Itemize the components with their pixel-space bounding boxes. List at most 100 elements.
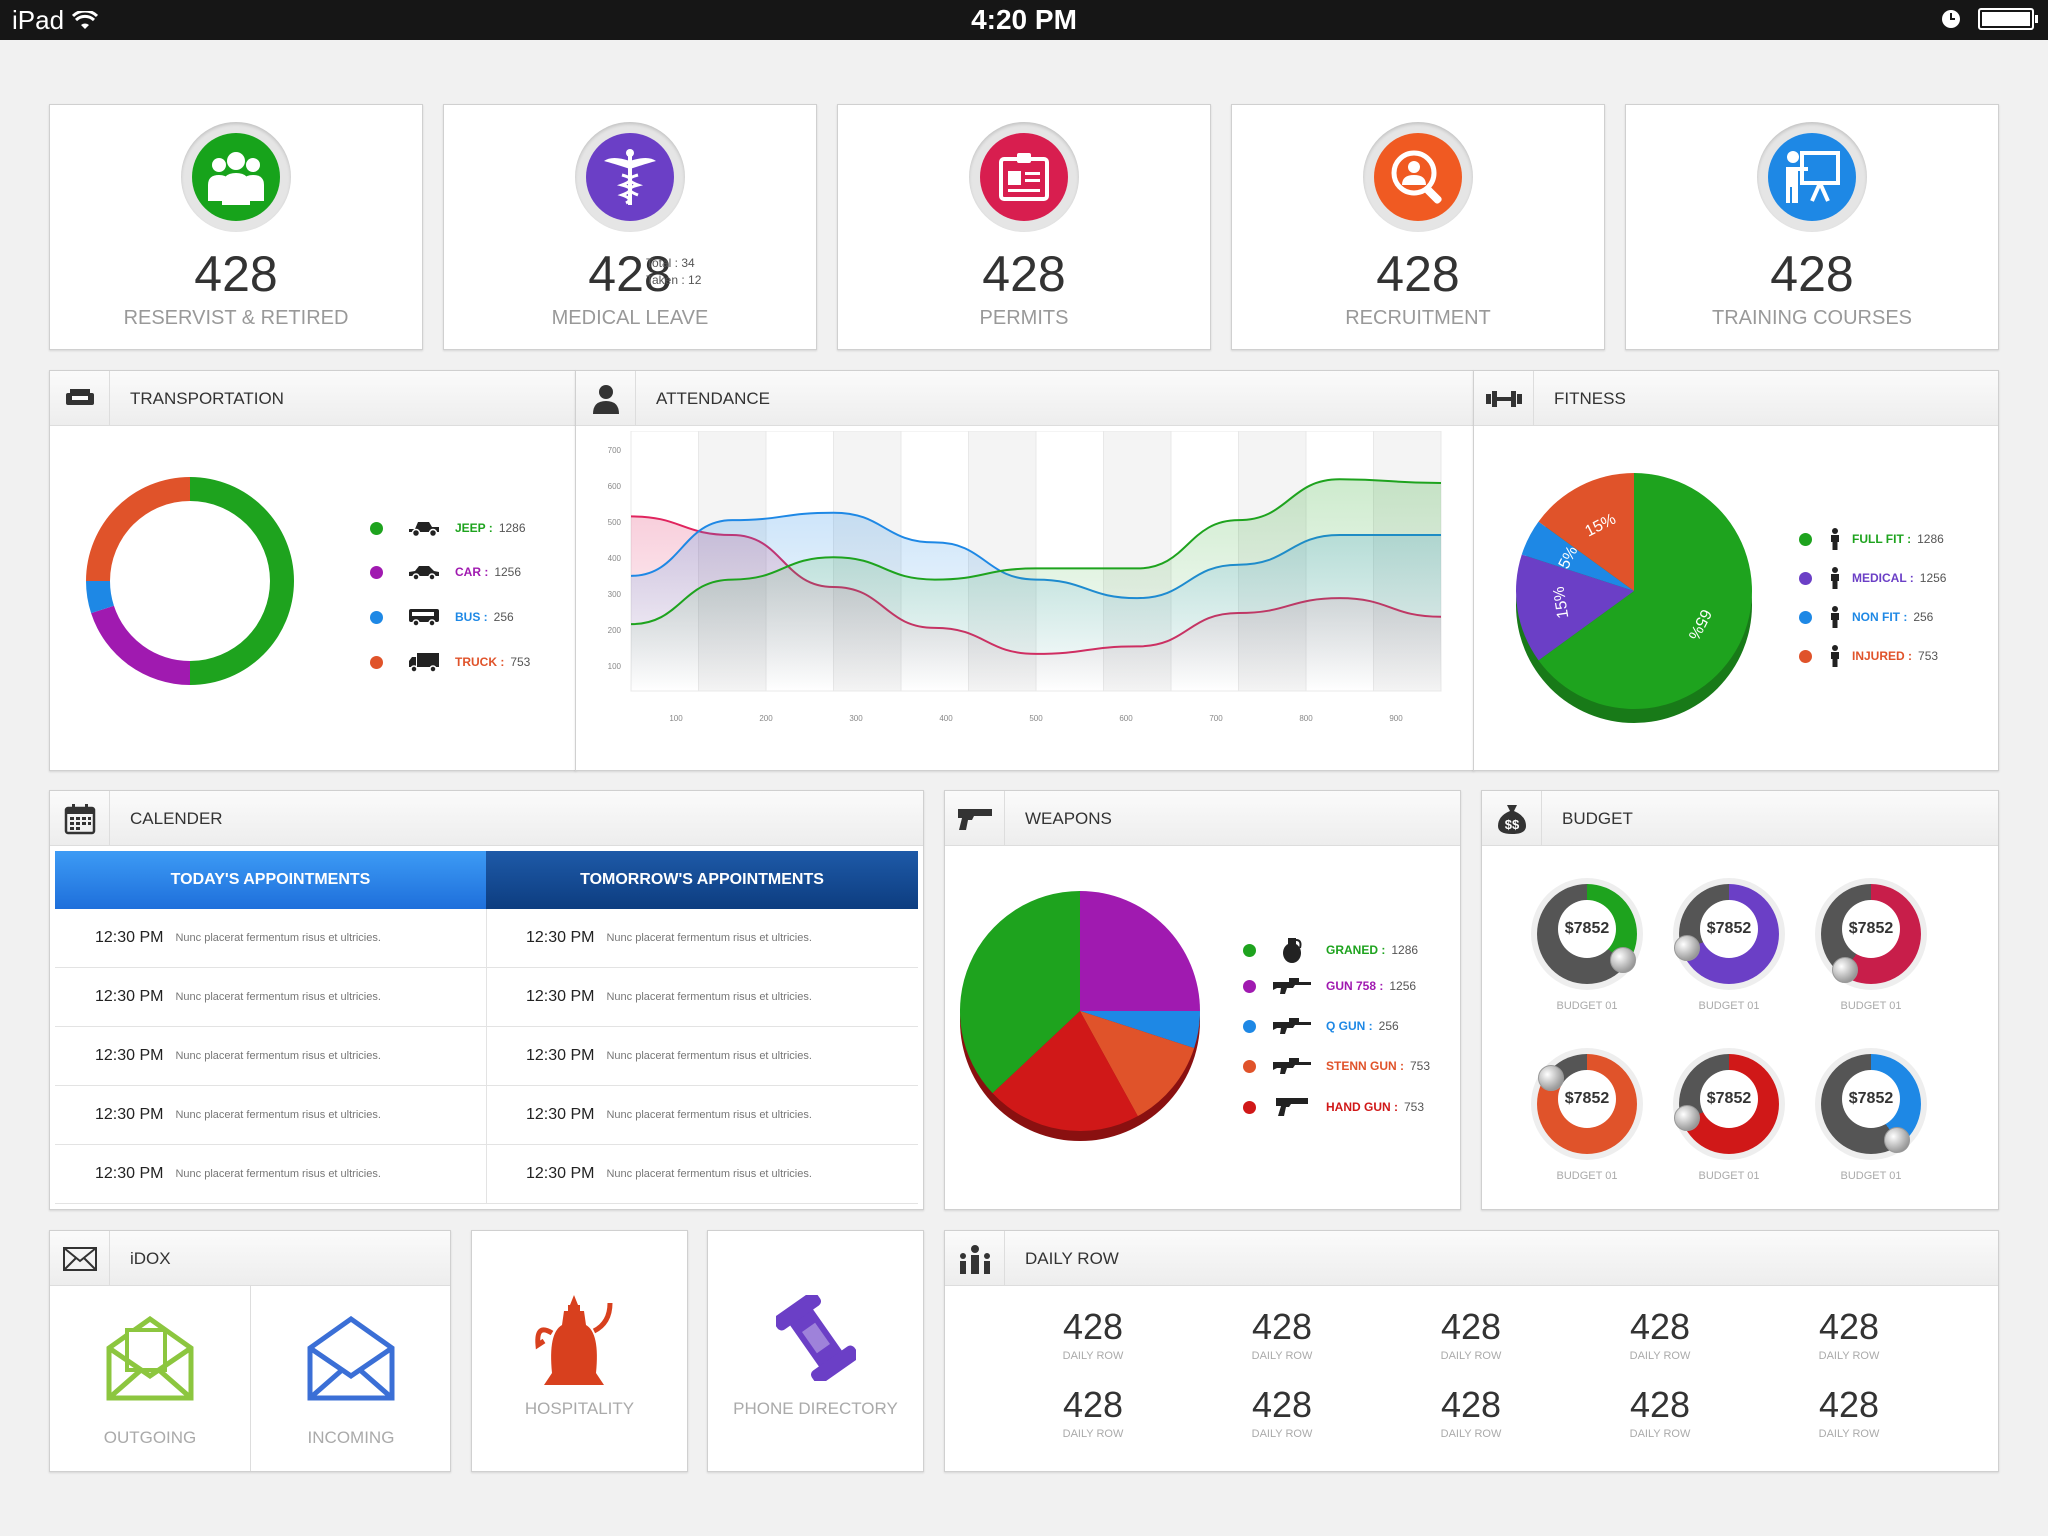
appointment-row[interactable]: 12:30 PM Nunc placerat fermentum risus e… <box>486 1086 918 1145</box>
y-tick-label: 600 <box>608 482 622 491</box>
appointment-row[interactable]: 12:30 PM Nunc placerat fermentum risus e… <box>486 968 918 1027</box>
legend-label: GUN 758 : <box>1326 979 1384 993</box>
legend-label: INJURED : <box>1852 649 1913 663</box>
legend-dot <box>370 655 383 669</box>
daily-row-value: 428 <box>1629 1306 1691 1347</box>
legend-item: BUS : 256 <box>370 607 570 627</box>
tab-todays-appointments[interactable]: TODAY'S APPOINTMENTS <box>55 851 486 909</box>
budget-knob[interactable] <box>1674 1104 1701 1131</box>
legend-item: GUN 758 : 1256 <box>1243 976 1453 996</box>
legend-label: TRUCK : <box>455 655 505 669</box>
appointment-row[interactable]: 12:30 PM Nunc placerat fermentum risus e… <box>55 1027 486 1086</box>
legend-label: HAND GUN : <box>1326 1100 1398 1114</box>
daily-row-value: 428 <box>1440 1384 1502 1425</box>
calendar-icon <box>64 803 95 834</box>
appointment-row[interactable]: 12:30 PM Nunc placerat fermentum risus e… <box>486 1145 918 1204</box>
incoming-button[interactable]: INCOMING <box>251 1286 451 1471</box>
budget-value: $7852 <box>1558 900 1616 958</box>
hospitality-button[interactable]: HOSPITALITY <box>471 1230 688 1472</box>
summary-label: RESERVIST & RETIRED <box>123 307 349 329</box>
summary-card[interactable]: 428 MEDICAL LEAVE Total : 34 Taken : 12 <box>443 104 817 350</box>
tab-tomorrows-appointments[interactable]: TOMORROW'S APPOINTMENTS <box>486 851 918 909</box>
x-tick-label: 700 <box>1209 714 1223 723</box>
legend-dot <box>1243 1100 1256 1114</box>
fitness-pie-chart: 65%15%5%15% <box>1516 473 1752 723</box>
appointment-row[interactable]: 12:30 PM Nunc placerat fermentum risus e… <box>55 909 486 968</box>
pie-slice <box>960 891 1080 1094</box>
summary-value: 428 <box>982 246 1066 302</box>
budget-label: BUDGET 01 <box>1698 1170 1760 1182</box>
daily-row-stat: 428 DAILY ROW <box>1217 1306 1347 1362</box>
appointment-text: Nunc placerat fermentum risus et ultrici… <box>606 932 812 944</box>
appointment-text: Nunc placerat fermentum risus et ultrici… <box>606 1050 812 1062</box>
summary-card[interactable]: 428 RESERVIST & RETIRED <box>49 104 423 350</box>
budget-knob[interactable] <box>1538 1065 1565 1092</box>
budget-gauge[interactable]: $7852 BUDGET 01 <box>1532 1054 1642 1194</box>
daily-row-stat: 428 DAILY ROW <box>1217 1384 1347 1440</box>
budget-gauge[interactable]: $7852 BUDGET 01 <box>1816 1054 1926 1194</box>
budget-knob[interactable] <box>1883 1126 1910 1153</box>
medical-leave-total: Total : 34 <box>646 256 695 270</box>
slice-label: 15% <box>1551 585 1573 619</box>
attendance-panel: ATTENDANCE 700 600 500 400 300 200 100 100 200 30… <box>575 370 1474 771</box>
donut-segment <box>86 581 114 614</box>
daily-row-stat: 428 DAILY ROW <box>1406 1306 1536 1362</box>
appointment-time: 12:30 PM <box>526 988 595 1005</box>
summary-value: 428 <box>194 246 278 302</box>
outgoing-button[interactable]: OUTGOING <box>50 1286 250 1471</box>
budget-value: $7852 <box>1700 1070 1758 1128</box>
attendance-line <box>630 478 1442 626</box>
y-tick-label: 700 <box>608 446 622 455</box>
y-tick-label: 300 <box>608 590 622 599</box>
transportation-panel: TRANSPORTATION JEEP : 1286 CAR : 1256 BU… <box>49 370 576 771</box>
budget-knob[interactable] <box>1832 956 1859 983</box>
budget-value: $7852 <box>1558 1070 1616 1128</box>
budget-knob[interactable] <box>1609 946 1636 973</box>
person-icon <box>1828 645 1842 667</box>
phone-directory-label: PHONE DIRECTORY <box>733 1399 898 1418</box>
legend-item: HAND GUN : 753 <box>1243 1096 1453 1118</box>
budget-gauge[interactable]: $7852 BUDGET 01 <box>1674 884 1784 1024</box>
y-tick-label: 100 <box>608 662 622 671</box>
appointment-row[interactable]: 12:30 PM Nunc placerat fermentum risus e… <box>55 1145 486 1204</box>
phone-directory-button[interactable]: PHONE DIRECTORY <box>707 1230 924 1472</box>
legend-label: STENN GUN : <box>1326 1059 1404 1073</box>
weapons-title: WEAPONS <box>1025 809 1112 828</box>
x-tick-label: 900 <box>1389 714 1403 723</box>
summary-card[interactable]: 428 PERMITS <box>837 104 1211 350</box>
daily-row-stat: 428 DAILY ROW <box>1406 1384 1536 1440</box>
y-tick-label: 200 <box>608 626 622 635</box>
phone-icon <box>776 1295 856 1381</box>
pistol-icon <box>957 808 992 830</box>
budget-gauge[interactable]: $7852 BUDGET 01 <box>1816 884 1926 1024</box>
legend-item: MEDICAL : 1256 <box>1799 567 1999 589</box>
status-bar: iPad 4:20 PM <box>0 0 2048 40</box>
x-tick-label: 300 <box>849 714 863 723</box>
summary-card[interactable]: 428 RECRUITMENT <box>1231 104 1605 350</box>
pistol-icon <box>1268 1096 1316 1118</box>
summary-value: 428 <box>588 246 672 302</box>
appointment-row[interactable]: 12:30 PM Nunc placerat fermentum risus e… <box>486 909 918 968</box>
appointment-time: 12:30 PM <box>526 929 595 946</box>
budget-gauge[interactable]: $7852 BUDGET 01 <box>1674 1054 1784 1194</box>
legend-item: TRUCK : 753 <box>370 651 570 673</box>
summary-icon-ring <box>181 122 291 232</box>
budget-gauge[interactable]: $7852 BUDGET 01 <box>1532 884 1642 1024</box>
battery-icon <box>1978 8 2038 30</box>
outgoing-mail-icon <box>106 1316 194 1401</box>
id-card-icon <box>980 133 1068 221</box>
attendance-chart: 700 600 500 400 300 200 100 100 200 300 400 500 600 7… <box>608 431 1442 723</box>
budget-knob[interactable] <box>1674 934 1701 961</box>
outgoing-label: OUTGOING <box>103 1428 197 1447</box>
daily-row-stat: 428 DAILY ROW <box>1784 1384 1914 1440</box>
fitness-panel: FITNESS 65% 15% 5% 15% FULL FIT : 1286 MEDI… <box>1473 370 1999 771</box>
appointment-row[interactable]: 12:30 PM Nunc placerat fermentum risus e… <box>55 1086 486 1145</box>
daily-row-value: 428 <box>1818 1384 1880 1425</box>
summary-card[interactable]: 428 TRAINING COURSES <box>1625 104 1999 350</box>
wifi-icon <box>72 10 99 29</box>
truck-icon <box>405 651 443 673</box>
appointment-row[interactable]: 12:30 PM Nunc placerat fermentum risus e… <box>486 1027 918 1086</box>
appointment-text: Nunc placerat fermentum risus et ultrici… <box>175 991 381 1003</box>
appointment-row[interactable]: 12:30 PM Nunc placerat fermentum risus e… <box>55 968 486 1027</box>
summary-icon-ring <box>1757 122 1867 232</box>
